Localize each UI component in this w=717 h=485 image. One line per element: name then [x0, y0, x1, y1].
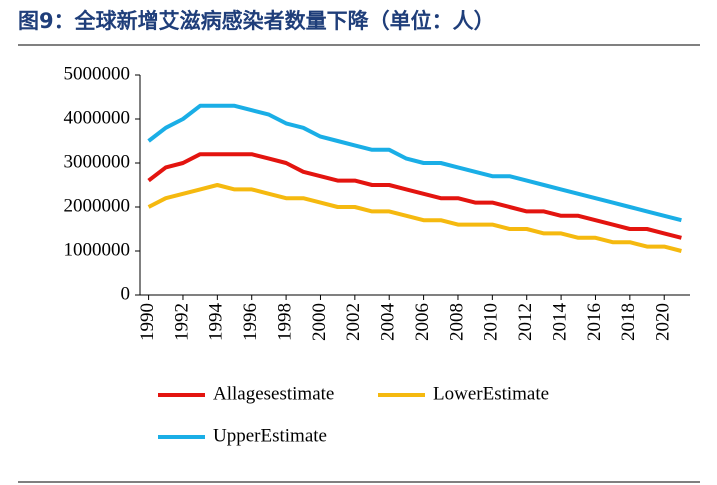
series-line [147, 183, 682, 253]
x-tick-label: 1992 [171, 303, 192, 341]
x-tick-label: 2000 [309, 303, 330, 341]
x-tick-label: 2020 [653, 303, 674, 341]
x-tick-label: 2018 [618, 303, 639, 341]
x-tick-label: 2010 [481, 303, 502, 341]
x-tick-label: 2002 [343, 303, 364, 341]
series-line [147, 152, 682, 240]
legend-label: UpperEstimate [213, 425, 327, 446]
y-tick-label: 3000000 [64, 151, 131, 172]
y-tick-label: 5000000 [64, 63, 131, 84]
series-line [147, 103, 682, 223]
x-tick-label: 2004 [378, 303, 399, 342]
y-tick-label: 0 [121, 283, 131, 304]
legend-label: LowerEstimate [433, 383, 549, 404]
x-tick-label: 2006 [412, 303, 433, 341]
x-tick-label: 2008 [446, 303, 467, 341]
y-tick-label: 2000000 [64, 195, 131, 216]
legend-label: Allagesestimate [213, 383, 334, 404]
x-tick-label: 1994 [206, 303, 227, 342]
x-tick-label: 1996 [240, 303, 261, 341]
x-tick-label: 2016 [584, 303, 605, 341]
x-tick-label: 1998 [274, 303, 295, 341]
x-tick-label: 1990 [137, 303, 158, 341]
x-tick-label: 2012 [515, 303, 536, 341]
y-tick-label: 4000000 [64, 107, 131, 128]
y-tick-label: 1000000 [64, 239, 131, 260]
chart-title: 图9：全球新增艾滋病感染者数量下降（单位：人） [18, 9, 495, 33]
x-tick-label: 2014 [549, 303, 570, 342]
